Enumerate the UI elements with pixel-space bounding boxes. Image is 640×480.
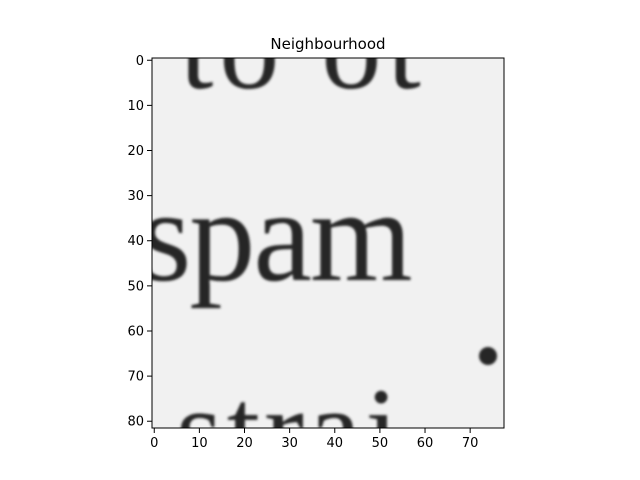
y-tick-label: 0 [136, 54, 144, 69]
glyph-row-bottom: strai [176, 363, 403, 480]
y-tick-label: 10 [127, 99, 144, 114]
y-tick-label: 70 [127, 370, 144, 385]
glyph-dot [479, 347, 497, 365]
y-tick-label: 50 [127, 279, 144, 294]
plot-frame [151, 57, 505, 429]
x-axis: 0 10 20 30 40 50 60 70 [150, 428, 478, 451]
x-tick-label: 10 [191, 436, 208, 451]
y-tick-label: 60 [127, 324, 144, 339]
y-tick-label: 40 [127, 234, 144, 249]
scanned-text-glyphs: to ot spam strai [140, 0, 497, 480]
image-background [152, 58, 504, 428]
y-tick-label: 80 [127, 415, 144, 430]
x-tick-label: 30 [281, 436, 298, 451]
y-axis: 0 10 20 30 40 50 60 70 80 [127, 54, 152, 430]
x-tick-label: 50 [372, 436, 389, 451]
chart-title: Neighbourhood [270, 35, 385, 53]
x-tick-label: 70 [462, 436, 479, 451]
x-tick-label: 60 [417, 436, 434, 451]
glyph-row-top: to ot [180, 0, 427, 114]
y-tick-label: 20 [127, 144, 144, 159]
x-tick-label: 0 [150, 436, 158, 451]
x-tick-label: 20 [236, 436, 253, 451]
image-display: to ot spam strai [140, 0, 504, 480]
y-tick-label: 30 [127, 189, 144, 204]
glyph-row-middle: spam [140, 162, 411, 309]
x-tick-label: 40 [326, 436, 343, 451]
